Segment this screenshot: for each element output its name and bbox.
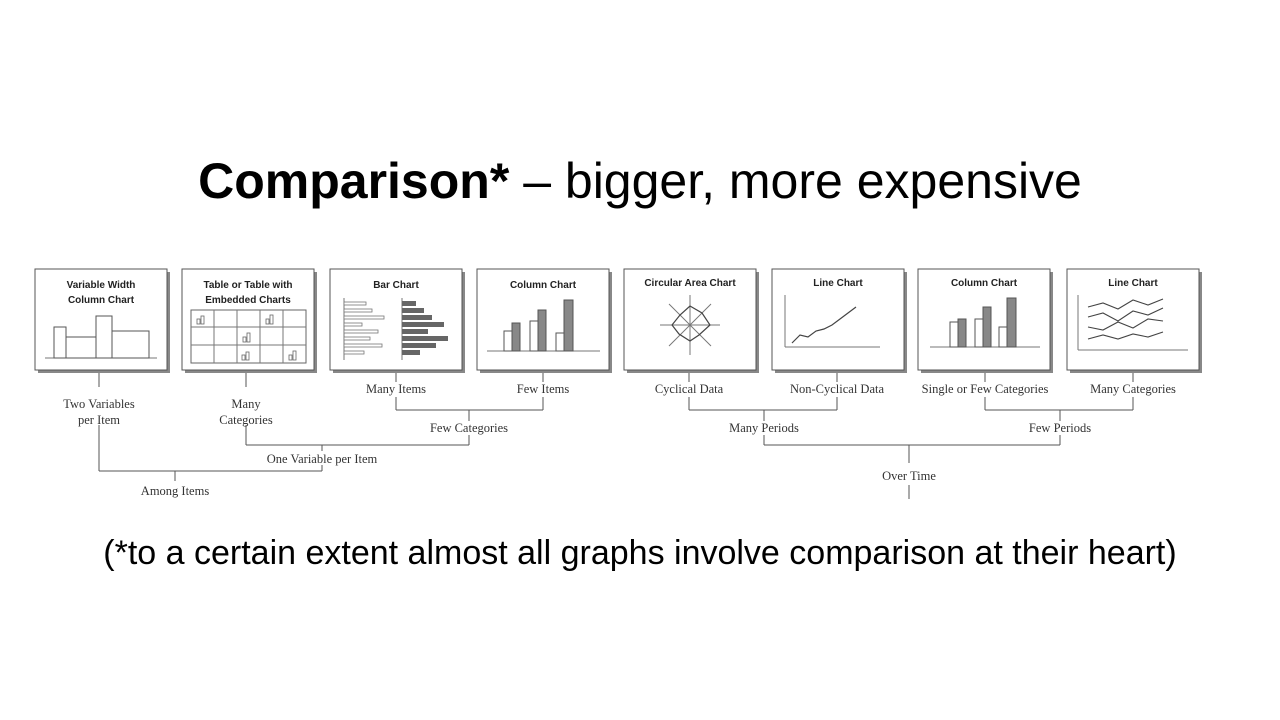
label-many-categories-right: Many Categories xyxy=(1090,382,1176,396)
chart-box-line-noncyclical: Line Chart xyxy=(771,268,907,373)
slide-footnote: (*to a certain extent almost all graphs … xyxy=(103,534,1177,572)
label-many-items: Many Items xyxy=(366,382,426,396)
chart-title-line: Column Chart xyxy=(510,280,577,291)
label-one-variable: One Variable per Item xyxy=(267,452,378,466)
slide-title: Comparison* – bigger, more expensive xyxy=(0,150,1280,212)
label-many-periods: Many Periods xyxy=(729,421,799,435)
label-non-cyclical: Non-Cyclical Data xyxy=(790,382,885,396)
connectors-right xyxy=(688,373,1134,499)
chart-title-line: Line Chart xyxy=(1108,278,1158,289)
chart-box-column-few-items: Column Chart xyxy=(476,268,612,373)
chart-title-line: Circular Area Chart xyxy=(644,278,736,289)
chart-box-line-many-categories: Line Chart xyxy=(1066,268,1202,373)
label-cyclical: Cyclical Data xyxy=(655,382,724,396)
chart-title-line: Table or Table with xyxy=(203,280,292,291)
chart-box-bar: Bar Chart xyxy=(329,268,465,373)
chart-box-column-few-categories: Column Chart xyxy=(917,268,1053,373)
title-rest: – bigger, more expensive xyxy=(509,153,1082,209)
chart-title-line: Bar Chart xyxy=(373,280,419,291)
chart-title-line: Column Chart xyxy=(951,278,1018,289)
chart-box-table-embedded: Table or Table with Embedded Charts xyxy=(181,268,317,373)
label-among-items: Among Items xyxy=(141,484,210,498)
chart-chooser-diagram: Variable Width Column Chart Table or Tab… xyxy=(34,268,1202,499)
chart-title-line: Line Chart xyxy=(813,278,863,289)
label-many-categories-left-2: Categories xyxy=(219,413,273,427)
chart-box-variable-width: Variable Width Column Chart xyxy=(34,268,170,373)
label-few-items: Few Items xyxy=(517,382,570,396)
connectors-left xyxy=(98,373,544,481)
label-two-variables-2: per Item xyxy=(78,413,120,427)
label-single-few: Single or Few Categories xyxy=(922,382,1049,396)
label-over-time: Over Time xyxy=(882,469,936,483)
chart-title-line: Variable Width xyxy=(67,280,136,291)
label-few-categories: Few Categories xyxy=(430,421,508,435)
label-few-periods: Few Periods xyxy=(1029,421,1091,435)
label-many-categories-left: Many xyxy=(231,397,261,411)
chart-box-circular-area: Circular Area Chart xyxy=(623,268,759,373)
chart-title-line: Column Chart xyxy=(68,295,135,306)
label-two-variables: Two Variables xyxy=(63,397,135,411)
title-bold: Comparison* xyxy=(198,153,510,209)
chart-title-line: Embedded Charts xyxy=(205,295,291,306)
